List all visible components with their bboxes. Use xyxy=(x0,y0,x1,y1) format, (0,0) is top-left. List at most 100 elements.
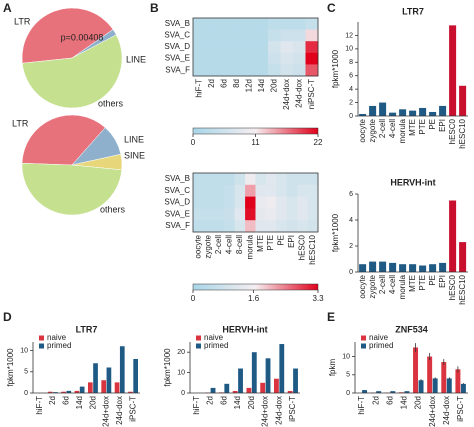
column-label: PTE xyxy=(266,235,275,251)
panel-label: D xyxy=(3,310,12,324)
heat-cell xyxy=(293,29,306,42)
x-tick-label: 14d xyxy=(400,396,409,409)
chart-title: HERVH-int xyxy=(222,324,267,334)
slice-label: LINE xyxy=(124,134,144,144)
heat-cell xyxy=(203,208,215,221)
heat-cell xyxy=(234,184,246,197)
heat-cell xyxy=(255,196,267,209)
heat-cell xyxy=(205,29,219,42)
heat-cell xyxy=(205,52,219,65)
y-tick-label: 20 xyxy=(177,349,185,356)
x-tick-label: EPI xyxy=(438,119,447,132)
heat-cell xyxy=(265,220,277,233)
heat-cell xyxy=(213,173,225,186)
bar xyxy=(61,391,66,393)
bar xyxy=(359,113,367,116)
y-axis-label: fpkm*1000 xyxy=(6,348,15,387)
heat-cell xyxy=(307,184,319,197)
legend-label: naive xyxy=(369,333,389,342)
heatmap-frame xyxy=(192,17,319,77)
bar xyxy=(128,391,133,393)
x-tick-label: 24d-dox xyxy=(442,396,451,425)
y-tick-label: 6 xyxy=(349,191,353,198)
y-axis-label: fpkm*1000 xyxy=(331,49,340,88)
x-tick-label: 20d xyxy=(414,396,423,409)
heat-cell xyxy=(218,29,231,42)
bar xyxy=(376,391,382,393)
bar xyxy=(74,390,80,393)
colorbar-label: 0 xyxy=(191,294,196,303)
column-label: hESC0 xyxy=(297,234,306,260)
legend-swatch xyxy=(361,335,366,341)
bar xyxy=(79,386,85,393)
y-tick-label: 0 xyxy=(349,113,353,120)
bar xyxy=(47,391,53,393)
heat-cell xyxy=(280,52,294,65)
heat-cell xyxy=(255,18,269,30)
x-tick-label: MTE xyxy=(408,119,417,136)
heat-cell xyxy=(305,41,319,54)
heat-cell xyxy=(245,184,256,197)
pie-slice xyxy=(21,162,123,216)
legend-swatch xyxy=(361,343,366,349)
heat-cell xyxy=(243,52,256,65)
x-tick-label: 20d xyxy=(88,396,97,409)
colorbar-label: 1.6 xyxy=(248,294,260,303)
y-tick-label: 5 xyxy=(24,369,28,376)
y-tick-label: 10 xyxy=(342,353,350,360)
column-label: zygote xyxy=(204,234,213,258)
y-tick-label: 0 xyxy=(346,390,350,397)
heat-cell xyxy=(307,208,319,221)
x-tick-label: 24d-dox xyxy=(115,396,124,425)
heat-cell xyxy=(234,220,246,233)
y-tick-label: 0 xyxy=(181,390,185,397)
chart-title: LTR7 xyxy=(402,6,424,16)
bar xyxy=(399,264,407,272)
bar xyxy=(418,380,424,393)
x-tick-label: PE xyxy=(428,275,437,286)
bar xyxy=(279,344,285,393)
bar xyxy=(459,242,467,272)
heat-cell xyxy=(230,29,244,42)
bar xyxy=(404,391,410,393)
heat-cell xyxy=(234,196,246,209)
heat-cell xyxy=(234,208,246,221)
x-tick-label: PTE xyxy=(418,119,427,135)
heat-cell xyxy=(265,208,277,221)
y-tick-label: 2 xyxy=(349,99,353,106)
heat-cell xyxy=(224,208,235,221)
bar xyxy=(389,112,397,116)
heat-cell xyxy=(286,173,298,186)
heat-cell xyxy=(286,220,298,233)
row-label: SVA_E xyxy=(165,54,190,63)
column-label: 14d xyxy=(257,79,266,92)
heat-cell xyxy=(193,220,204,233)
x-tick-label: 6d xyxy=(385,396,394,405)
x-tick-label: oocyte xyxy=(358,118,367,142)
chart-title: HERVH-int xyxy=(390,177,435,187)
slice-label: LTR xyxy=(12,118,29,128)
bar xyxy=(251,352,257,393)
heat-cell xyxy=(280,29,294,42)
legend-swatch xyxy=(39,343,44,349)
bar xyxy=(379,261,387,272)
x-tick-label: morula xyxy=(398,118,407,143)
bar xyxy=(66,390,72,393)
legend-swatch xyxy=(39,335,44,341)
y-tick-label: 6 xyxy=(349,73,353,80)
bar xyxy=(409,264,417,272)
bar xyxy=(419,107,427,116)
heat-cell xyxy=(193,41,206,54)
bar xyxy=(439,105,447,116)
bar xyxy=(439,262,447,272)
row-label: SVA_F xyxy=(165,65,190,74)
bar xyxy=(53,392,58,393)
heat-cell xyxy=(243,29,256,42)
y-tick-label: 0 xyxy=(349,269,353,276)
axes xyxy=(357,22,468,117)
row-label: SVA_F xyxy=(165,221,190,230)
y-axis-label: fpkm*1000 xyxy=(331,213,340,252)
bar xyxy=(390,391,396,393)
x-tick-label: hESC0 xyxy=(448,274,457,300)
